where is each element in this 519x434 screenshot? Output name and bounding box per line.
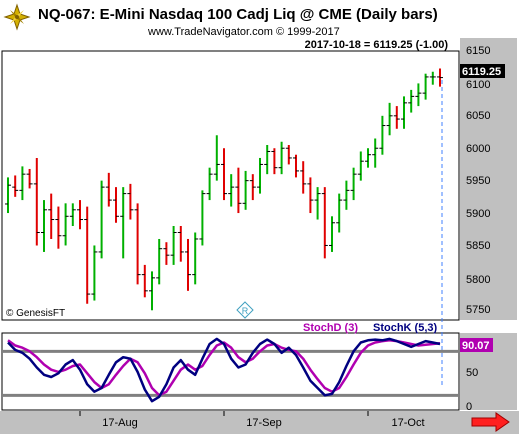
up-bar <box>213 135 220 181</box>
price-tick-label: 6050 <box>466 110 490 122</box>
up-bar <box>69 203 76 227</box>
up-bar <box>242 170 249 210</box>
up-bar <box>343 180 350 210</box>
up-bar <box>278 141 285 175</box>
legend-stochd: StochD (3) <box>303 322 358 334</box>
up-bar <box>5 177 11 214</box>
stochastic-tick-label: 0 <box>466 401 472 413</box>
up-bar <box>192 232 199 285</box>
up-bar <box>314 187 321 220</box>
chart-title: NQ-067: E-Mini Nasdaq 100 Cadj Liq @ CME… <box>38 6 438 23</box>
up-bar <box>336 193 343 233</box>
down-bar <box>77 200 83 230</box>
price-tick-label: 5800 <box>466 274 490 286</box>
last-bar-info: 2017-10-18 = 6119.25 (-1.00) <box>305 39 449 51</box>
scroll-right-arrow-icon[interactable] <box>471 412 510 432</box>
down-bar <box>105 172 112 207</box>
down-bar <box>293 154 299 178</box>
price-bars <box>5 68 443 311</box>
down-bar <box>185 238 191 291</box>
down-bar <box>141 264 148 298</box>
time-tick-label: 17-Oct <box>391 417 424 429</box>
up-bar <box>257 157 263 194</box>
up-bar <box>386 102 393 136</box>
time-axis-strip <box>0 411 519 434</box>
down-bar <box>127 183 134 220</box>
up-bar <box>98 180 105 259</box>
down-bar <box>163 242 170 265</box>
stochastic-last-label: 90.07 <box>462 340 490 352</box>
up-bar <box>156 238 163 285</box>
last-price-label: 6119.25 <box>462 66 501 78</box>
time-tick-label: 17-Aug <box>102 417 137 429</box>
up-bar <box>350 167 357 201</box>
up-bar <box>415 83 422 107</box>
registered-marker-icon: R <box>236 301 254 319</box>
up-bar <box>357 151 364 181</box>
price-tick-label: 5850 <box>466 240 490 252</box>
price-axis-ticks: 5750 5800 5850 5900 5950 6000 6050 6100 … <box>466 45 490 316</box>
up-bar <box>408 89 415 113</box>
price-panel <box>1 50 460 321</box>
down-bar <box>48 193 55 239</box>
down-bar <box>300 161 307 194</box>
up-bar <box>206 167 213 201</box>
down-bar <box>285 144 292 165</box>
down-bar <box>249 174 256 201</box>
down-bar <box>26 168 33 189</box>
copyright-text: © GenesisFT <box>6 308 65 319</box>
down-bar <box>221 148 227 201</box>
up-bar <box>228 174 235 207</box>
price-tick-label: 6100 <box>466 79 490 91</box>
legend-stochk: StochK (5,3) <box>373 322 438 334</box>
stochastic-tick-label: 50 <box>466 367 478 379</box>
stochastic-lines <box>2 337 459 403</box>
up-bar <box>401 96 407 129</box>
down-bar <box>113 187 119 223</box>
time-axis-ticks: 17-Aug 17-Sep 17-Oct <box>79 411 425 429</box>
up-bar <box>149 271 155 311</box>
last-price-label-bg <box>460 64 505 78</box>
price-tick-label: 5750 <box>466 304 490 316</box>
up-bar <box>422 73 429 100</box>
up-bar <box>120 187 127 259</box>
time-tick-label: 17-Sep <box>246 417 281 429</box>
down-bar <box>84 206 91 304</box>
up-bar <box>62 203 69 246</box>
down-bar <box>437 68 443 87</box>
price-tick-label: 5900 <box>466 208 490 220</box>
price-tick-label: 5950 <box>466 175 490 187</box>
down-bar <box>321 187 328 259</box>
chart-subtitle: www.TradeNavigator.com © 1999-2017 <box>147 26 340 38</box>
up-bar <box>41 200 47 252</box>
down-bar <box>33 157 40 246</box>
down-bar <box>307 177 314 214</box>
up-bar <box>429 71 436 85</box>
stochk-line <box>7 337 441 403</box>
down-bar <box>235 167 242 214</box>
stochastic-last-label-bg <box>460 338 493 352</box>
svg-text:R: R <box>242 306 249 316</box>
up-bar <box>379 115 386 155</box>
stochastic-panel <box>1 332 460 411</box>
up-bar <box>264 144 271 175</box>
price-tick-label: 6150 <box>466 45 490 57</box>
down-bar <box>12 175 19 197</box>
up-bar <box>91 245 98 301</box>
price-tick-label: 6000 <box>466 143 490 155</box>
up-bar <box>372 138 379 168</box>
up-bar <box>365 148 371 168</box>
down-bar <box>55 206 62 249</box>
down-bar <box>271 148 278 175</box>
up-bar <box>329 216 335 252</box>
up-bar <box>199 190 206 246</box>
down-bar <box>134 203 141 285</box>
up-bar <box>19 166 26 201</box>
down-bar <box>177 226 184 262</box>
logo-compass-icon <box>3 3 31 31</box>
price-axis-strip <box>460 38 517 320</box>
up-bar <box>170 226 177 265</box>
down-bar <box>393 106 400 129</box>
